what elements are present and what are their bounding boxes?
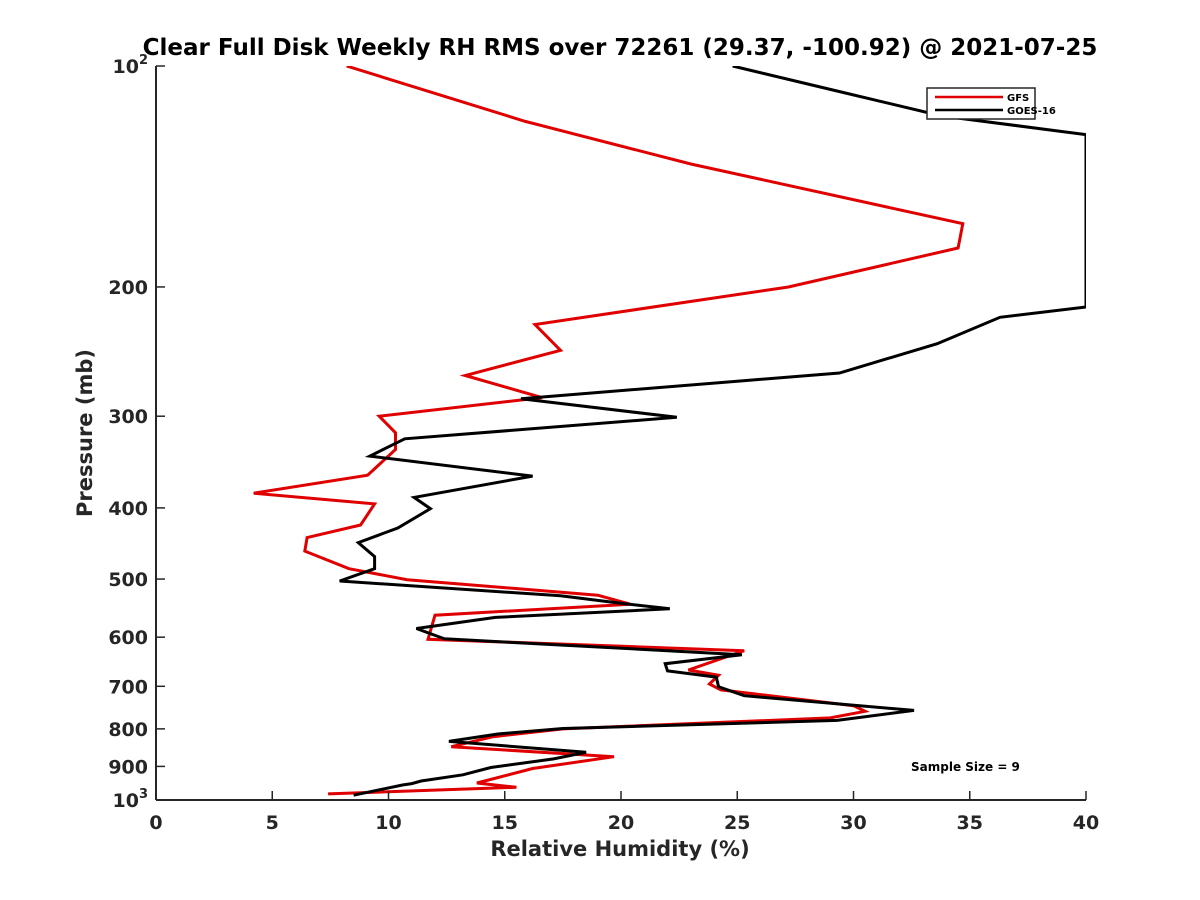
y-tick-label: 300: [108, 406, 148, 428]
y-tick-label-base: 10: [113, 56, 139, 78]
y-tick-label-base: 500: [108, 569, 148, 591]
series-line-goes-16: [339, 66, 1086, 797]
x-tick-label: 30: [840, 812, 866, 834]
series-line-gfs: [253, 66, 965, 796]
y-tick-label-base: 700: [108, 676, 148, 698]
y-axis-label: Pressure (mb): [73, 349, 97, 517]
x-tick-label: 15: [492, 812, 518, 834]
y-tick-label: 400: [108, 498, 148, 520]
x-tick-label: 40: [1073, 812, 1099, 834]
y-tick-label: 102: [113, 53, 149, 78]
y-tick-label: 900: [108, 756, 148, 778]
y-tick-label: 500: [108, 569, 148, 591]
x-tick-label: 10: [375, 812, 401, 834]
axes: 0 5 10 15 20 25 30 35 40102200300400500600700800…: [108, 53, 1099, 834]
y-tick-label-base: 200: [108, 277, 148, 299]
y-tick-label: 600: [108, 627, 148, 649]
x-tick-label: 25: [724, 812, 750, 834]
legend-label-gfs: GFS: [1007, 93, 1029, 104]
x-tick-label: 20: [608, 812, 634, 834]
y-tick-label-base: 400: [108, 498, 148, 520]
y-tick-label-base: 10: [113, 790, 139, 812]
x-tick-label: 0: [149, 812, 162, 834]
y-tick-label-exponent: 2: [139, 53, 148, 68]
chart-title: Clear Full Disk Weekly RH RMS over 72261…: [143, 35, 1098, 61]
sample-size-annotation: Sample Size = 9: [911, 760, 1020, 774]
x-axis-label: Relative Humidity (%): [490, 837, 749, 861]
legend-label-goes-16: GOES-16: [1007, 106, 1056, 117]
y-tick-label-base: 800: [108, 719, 148, 741]
legend: GFS GOES-16: [926, 87, 1056, 120]
legend-box: [926, 87, 1036, 120]
y-tick-label: 700: [108, 676, 148, 698]
y-tick-label-exponent: 3: [139, 787, 148, 802]
y-tick-label-base: 300: [108, 406, 148, 428]
y-tick-label: 103: [113, 787, 149, 812]
x-tick-label: 5: [266, 812, 279, 834]
y-tick-label-base: 900: [108, 756, 148, 778]
x-tick-label: 35: [957, 812, 983, 834]
y-tick-label-base: 600: [108, 627, 148, 649]
y-tick-label: 800: [108, 719, 148, 741]
y-tick-label: 200: [108, 277, 148, 299]
plot-area: [253, 66, 1086, 797]
